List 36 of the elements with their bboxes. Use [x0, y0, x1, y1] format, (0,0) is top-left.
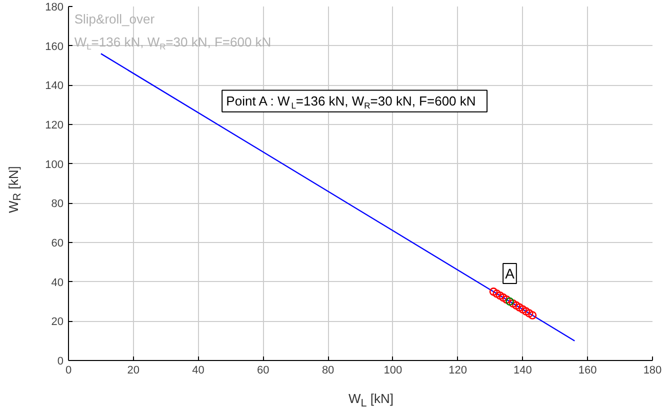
y-tick-label: 180	[45, 2, 64, 14]
x-tick-label: 180	[643, 364, 662, 376]
x-tick-label: 160	[578, 364, 597, 376]
point	[515, 303, 524, 312]
y-tick-label: 40	[51, 276, 64, 289]
y-tick-label: 160	[45, 40, 64, 53]
point	[489, 288, 498, 296]
point	[496, 291, 504, 300]
x-tick-label: 60	[257, 364, 270, 376]
point	[518, 305, 527, 314]
point	[522, 307, 530, 316]
x-tick-label: 120	[448, 364, 468, 376]
point	[528, 311, 537, 320]
y-tick-label: 120	[45, 120, 64, 132]
x-tick-label: 100	[384, 364, 402, 376]
y-tick-label: 100	[45, 158, 64, 171]
annotation: A	[505, 266, 516, 282]
x-tick-label: 140	[514, 364, 532, 376]
y-tick-label: 140	[45, 80, 64, 92]
x-axis-title: W$_{L}$ [kN]	[348, 390, 394, 412]
point	[525, 309, 534, 318]
y-tick-label: 20	[51, 316, 64, 328]
x-tick-label: 40	[192, 364, 204, 376]
point	[512, 301, 520, 310]
point	[506, 297, 514, 306]
y-tick-label: 60	[51, 238, 64, 250]
y-tick-label: 80	[51, 198, 64, 210]
point	[508, 299, 518, 308]
y-tick-label: 0	[57, 356, 64, 368]
x-tick-label: 80	[322, 364, 334, 376]
x-tick-label: 0	[65, 364, 72, 376]
x-tick-label: 20	[127, 364, 140, 376]
point	[499, 293, 508, 302]
point	[502, 295, 511, 304]
point	[492, 289, 501, 298]
annotation: Slip&roll_over	[74, 11, 156, 26]
